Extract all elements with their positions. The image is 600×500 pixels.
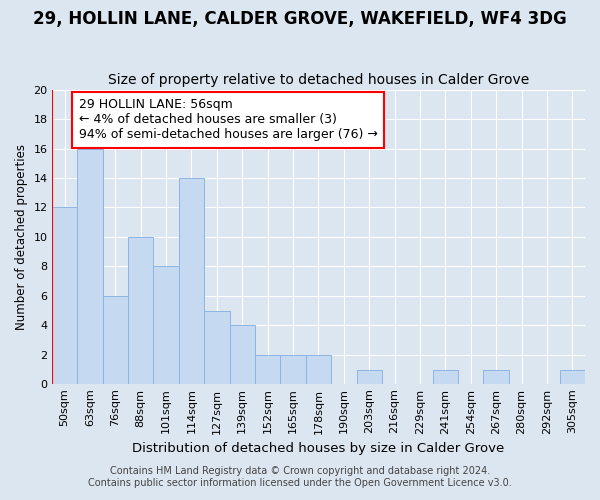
Bar (280, 355, 306, 384)
Bar (433, 370, 458, 384)
Title: Size of property relative to detached houses in Calder Grove: Size of property relative to detached ho… (108, 73, 529, 87)
Text: Contains HM Land Registry data © Crown copyright and database right 2024.
Contai: Contains HM Land Registry data © Crown c… (88, 466, 512, 487)
Bar (356, 370, 382, 384)
Bar (306, 355, 331, 384)
Text: 29, HOLLIN LANE, CALDER GROVE, WAKEFIELD, WF4 3DG: 29, HOLLIN LANE, CALDER GROVE, WAKEFIELD… (33, 10, 567, 28)
Bar (77, 148, 103, 384)
Bar (484, 370, 509, 384)
Bar (154, 266, 179, 384)
Bar (128, 237, 154, 384)
Bar (179, 178, 204, 384)
Text: 29 HOLLIN LANE: 56sqm
← 4% of detached houses are smaller (3)
94% of semi-detach: 29 HOLLIN LANE: 56sqm ← 4% of detached h… (79, 98, 377, 142)
Bar (103, 296, 128, 384)
Bar (560, 370, 585, 384)
Bar (230, 326, 255, 384)
Bar (204, 310, 230, 384)
Y-axis label: Number of detached properties: Number of detached properties (15, 144, 28, 330)
X-axis label: Distribution of detached houses by size in Calder Grove: Distribution of detached houses by size … (132, 442, 505, 455)
Bar (255, 355, 280, 384)
Bar (52, 208, 77, 384)
